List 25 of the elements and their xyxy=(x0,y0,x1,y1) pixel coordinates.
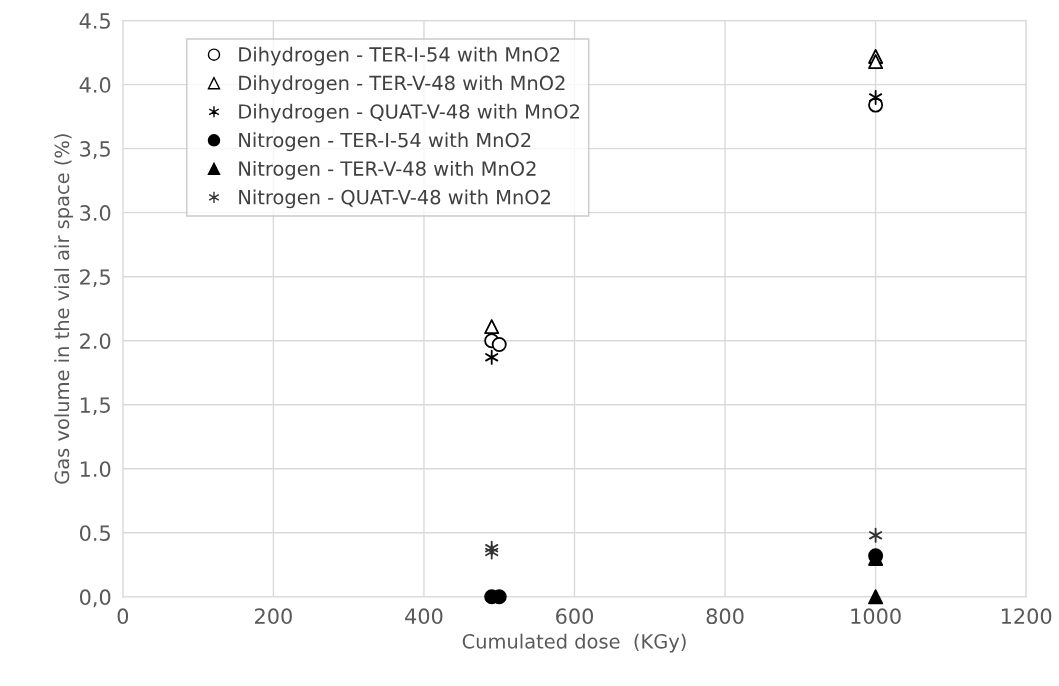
y-tick-label: 0,0 xyxy=(79,589,111,608)
x-tick-label: 400 xyxy=(405,608,443,625)
legend-label: Dihydrogen - TER-V-48 with MnO2 xyxy=(239,75,565,95)
x-tick-label: 800 xyxy=(706,608,744,625)
legend-label: Nitrogen - TER-V-48 with MnO2 xyxy=(239,160,536,180)
y-tick-label: 4.5 xyxy=(79,13,110,29)
y-tick-label: 3,5 xyxy=(80,141,110,159)
y-axis-title: Gas volume in the vial air space (%) xyxy=(54,134,74,484)
x-axis-title: Cumulated dose (KGy) xyxy=(462,633,686,653)
x-tick-label: 0 xyxy=(117,608,129,625)
y-tick-label: 1,5 xyxy=(80,397,110,416)
x-tick-label: 200 xyxy=(255,608,292,625)
x-tick-label: 600 xyxy=(556,608,594,625)
y-tick-label: 3.0 xyxy=(80,205,111,221)
legend-label: Dihydrogen - QUAT-V-48 with MnO2 xyxy=(239,103,579,123)
y-tick-label: 2,5 xyxy=(80,269,110,288)
y-tick-label: 1.0 xyxy=(80,461,111,477)
legend-label: Nitrogen - TER-I-54 with MnO2 xyxy=(239,132,531,152)
y-tick-label: 2.0 xyxy=(80,333,111,349)
x-tick-label: 1200 xyxy=(1001,608,1052,625)
legend-label: Dihydrogen - TER-I-54 with MnO2 xyxy=(239,46,560,66)
legend-label: Nitrogen - QUAT-V-48 with MnO2 xyxy=(239,189,551,209)
x-tick-label: 1000 xyxy=(851,608,901,625)
y-tick-label: 0.5 xyxy=(79,525,110,541)
y-tick-label: 4.0 xyxy=(79,77,111,93)
